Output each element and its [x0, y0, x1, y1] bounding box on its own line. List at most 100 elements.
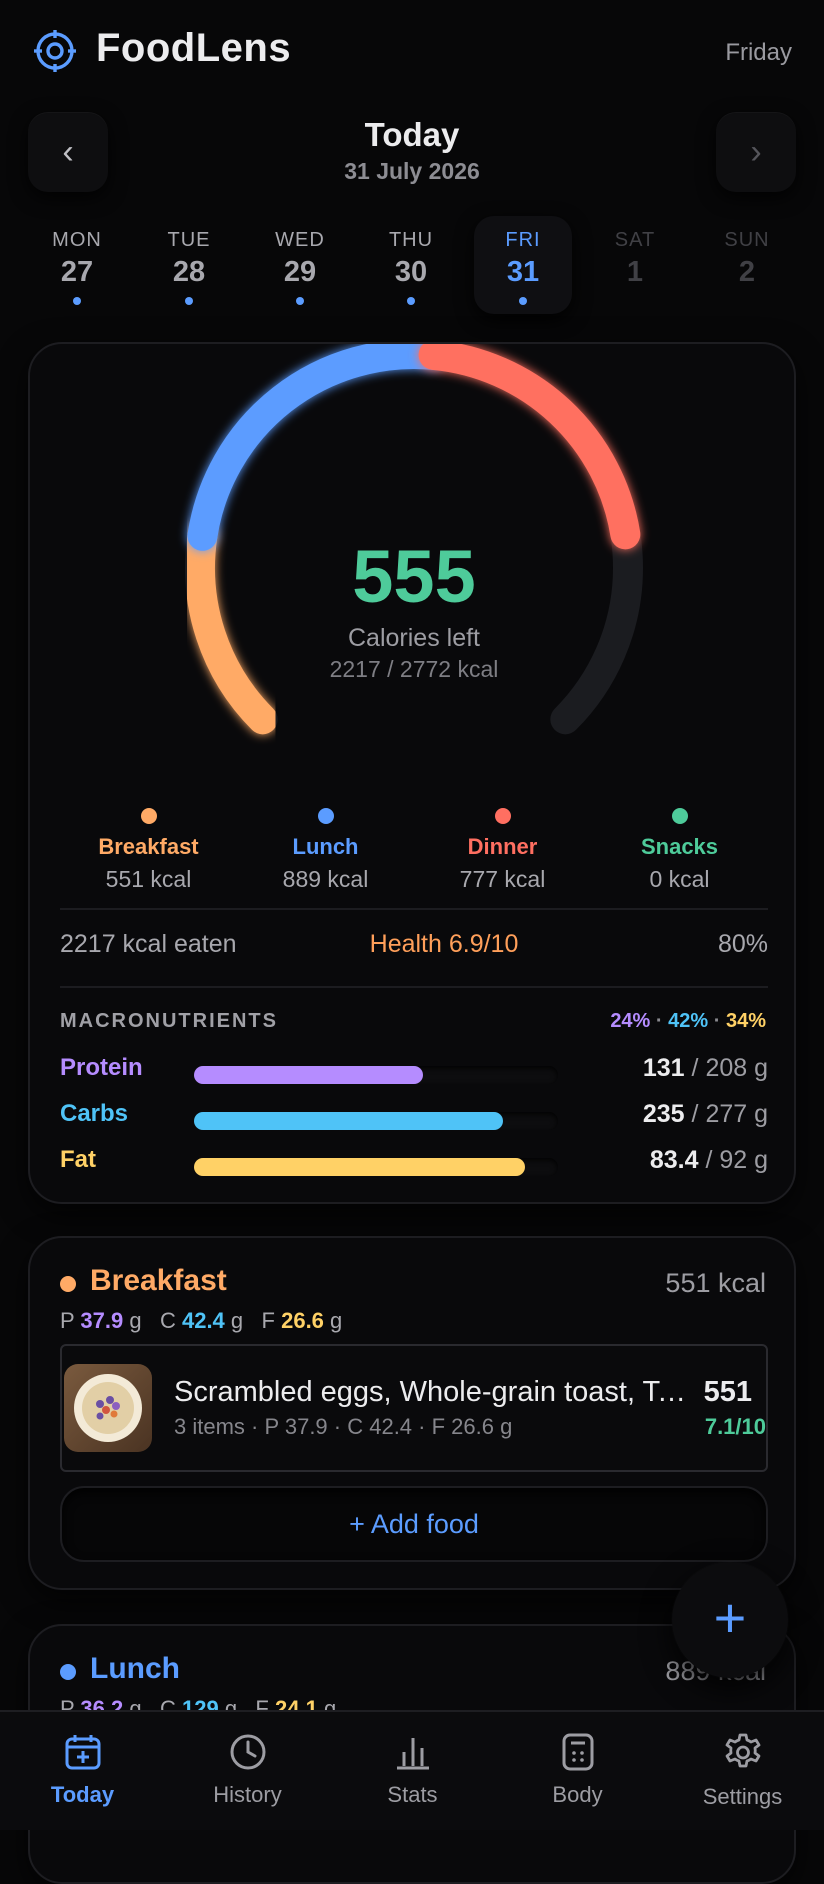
day-fri[interactable]: FRI 31 [474, 216, 572, 314]
day-sat[interactable]: SAT 1 [586, 216, 684, 314]
week-strip: MON 27 TUE 28 WED 29 THU 30 FRI 31 SAT 1 SUN 2 [22, 216, 802, 316]
calorie-summary-card: 555 Calories left 2217 / 2772 kcal Break… [28, 342, 796, 1204]
day-tue[interactable]: TUE 28 [140, 216, 238, 314]
add-food-button[interactable]: + Add food [60, 1486, 768, 1562]
add-meal-fab[interactable]: + [672, 1562, 788, 1678]
day-wed[interactable]: WED 29 [251, 216, 349, 314]
bottom-navigation: Today History Stats Body Settings [0, 1710, 824, 1830]
protein-percent: 24% [610, 1010, 651, 1032]
clock-icon [230, 1734, 265, 1770]
day-number: 28 [172, 256, 206, 288]
protein-progress-fill [194, 1066, 424, 1084]
tab-body[interactable]: Body [495, 1712, 660, 1832]
snacks-dot [671, 808, 688, 824]
food-health-score: 7.1/10 [704, 1414, 766, 1439]
scale-icon [562, 1733, 593, 1771]
food-item[interactable]: Scrambled eggs, Whole-grain toast, Tomat… [60, 1344, 768, 1472]
logged-dot [407, 297, 415, 305]
meal-breakdown: Breakfast 551 kcal Lunch 889 kcal Dinner… [60, 808, 768, 892]
breakfast-kcal: 551 kcal [665, 1268, 766, 1298]
separator: · [713, 1010, 721, 1032]
day-number: 2 [738, 256, 756, 288]
macro-value: 83.4 / 92 g [650, 1146, 768, 1175]
fat-label: F [261, 1308, 275, 1333]
next-day-button[interactable]: › [716, 112, 796, 192]
tab-label: Today [50, 1782, 115, 1807]
divider [60, 908, 768, 910]
tab-history[interactable]: History [165, 1712, 330, 1832]
meal-name: Breakfast [98, 834, 199, 859]
food-name: Scrambled eggs, Whole-grain toast, Tomat… [174, 1376, 694, 1408]
protein-label: P [60, 1308, 75, 1333]
tab-today[interactable]: Today [0, 1712, 165, 1832]
macro-row-protein: Protein 131 / 208 g [60, 1052, 768, 1092]
day-number: 30 [394, 256, 428, 288]
macro-amount: 83.4 [649, 1146, 699, 1174]
app-title: FoodLens [96, 26, 292, 70]
day-name: THU [388, 229, 434, 251]
calorie-gauge [185, 344, 643, 735]
breakfast-macros: P 37.9 g C 42.4 g F 26.6 g [60, 1308, 342, 1334]
meal-kcal: 777 kcal [459, 866, 546, 892]
meal-breakfast-summary: Breakfast 551 kcal [60, 808, 237, 893]
fat-progress-track [194, 1158, 558, 1176]
meal-kcal: 889 kcal [282, 866, 369, 892]
tab-stats[interactable]: Stats [330, 1712, 495, 1832]
tab-label: Body [552, 1782, 603, 1807]
chevron-left-icon: ‹ [62, 132, 74, 171]
macro-goal: / 92 g [705, 1146, 768, 1174]
chevron-right-icon: › [750, 132, 762, 171]
protein-progress-track [194, 1066, 558, 1084]
previous-day-button[interactable]: ‹ [28, 112, 108, 192]
day-name: TUE [167, 229, 211, 251]
date-title: Today [364, 116, 460, 153]
meal-snacks-summary: Snacks 0 kcal [591, 808, 768, 893]
fat-value: 26.6 [281, 1308, 324, 1333]
gauge-segment-dinner [418, 344, 641, 550]
macro-name: Fat [60, 1146, 96, 1173]
logged-dot [73, 297, 81, 305]
day-thu[interactable]: THU 30 [362, 216, 460, 314]
macro-name: Protein [60, 1054, 143, 1081]
unit: g [129, 1308, 142, 1333]
day-number: 29 [283, 256, 317, 288]
calories-left-label: Calories left [348, 624, 480, 652]
day-name: MON [52, 229, 102, 251]
day-number: 1 [626, 256, 644, 288]
carbs-percent: 42% [668, 1010, 709, 1032]
macro-name: Carbs [60, 1100, 129, 1127]
macro-value: 235 / 277 g [643, 1100, 768, 1129]
tab-settings[interactable]: Settings [660, 1712, 824, 1832]
macro-amount: 235 [642, 1100, 685, 1128]
macro-value: 131 / 208 g [643, 1054, 768, 1083]
separator: · [655, 1010, 663, 1032]
meal-name: Snacks [640, 834, 719, 859]
fat-percent: 34% [725, 1010, 766, 1032]
target-logo-icon [34, 30, 76, 72]
health-score: Health 6.9/10 [369, 930, 519, 958]
kcal-eaten: 2217 kcal eaten [60, 930, 237, 958]
logged-dot [185, 297, 193, 305]
carbs-label: C [159, 1308, 176, 1333]
carbs-progress-track [194, 1112, 558, 1130]
food-kcal: 551 [703, 1376, 752, 1408]
gauge-segment-lunch [187, 344, 449, 551]
food-meta: 3 items · P 37.9 · C 42.4 · F 26.6 g [174, 1414, 513, 1439]
food-photo-thumbnail [64, 1364, 152, 1452]
day-mon[interactable]: MON 27 [28, 216, 126, 314]
unit: g [230, 1308, 244, 1333]
unit: g [330, 1308, 343, 1333]
tab-label: History [213, 1782, 282, 1807]
day-name: SUN [724, 229, 770, 251]
lunch-dot [60, 1664, 76, 1680]
calendar-plus-icon [65, 1735, 100, 1770]
calories-left-value: 555 [352, 535, 476, 618]
weekday-label: Friday [725, 39, 792, 66]
macro-split: 24% · 42% · 34% [610, 1010, 766, 1033]
carbs-value: 42.4 [181, 1308, 225, 1333]
meal-name: Lunch [292, 834, 359, 859]
breakfast-card: Breakfast 551 kcal P 37.9 g C 42.4 g F 2… [28, 1236, 796, 1590]
date-subtitle: 31 July 2026 [344, 158, 480, 184]
day-sun[interactable]: SUN 2 [698, 216, 796, 314]
macro-amount: 131 [642, 1054, 685, 1082]
